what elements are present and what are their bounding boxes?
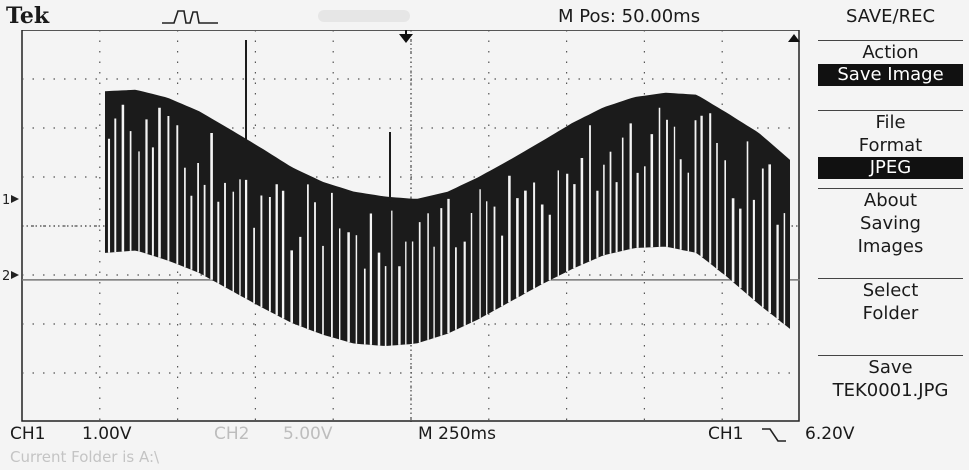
trigger-level-marker — [788, 34, 800, 42]
menu-about-saving-button[interactable]: About Saving Images — [818, 188, 963, 258]
trigger-status-icon — [162, 10, 218, 24]
menu-file-format-value: JPEG — [818, 157, 963, 179]
menu-save-button[interactable]: Save TEK0001.JPG — [818, 355, 963, 402]
brand-logo: Tek — [6, 3, 50, 29]
ch1-scale: 1.00V — [82, 424, 132, 444]
menu-save-line1: Save — [868, 357, 913, 378]
menu-about-line2: Saving — [860, 213, 921, 234]
menu-save-line2: TEK0001.JPG — [832, 380, 949, 401]
horizontal-position: M Pos: 50.00ms — [558, 6, 701, 27]
ch1-ground-marker: 1 — [2, 193, 10, 208]
ch1-label: CH1 — [10, 424, 46, 444]
top-bar: Tek M Pos: 50.00ms — [0, 0, 800, 30]
menu-select-line2: Folder — [862, 303, 919, 324]
trigger-source: CH1 — [708, 424, 744, 444]
trigger-position-marker — [399, 34, 413, 43]
ch1-ground-arrow — [11, 195, 19, 204]
menu-select-folder-button[interactable]: Select Folder — [818, 278, 963, 325]
status-bar: CH1 1.00V CH2 5.00V M 250ms CH1 6.20V — [0, 424, 969, 448]
menu-file-format-button[interactable]: File Format JPEG — [818, 110, 963, 179]
menu-about-line1: About — [863, 190, 918, 211]
trigger-level: 6.20V — [805, 424, 855, 444]
timebase: M 250ms — [418, 424, 496, 444]
ch2-ground-arrow — [11, 271, 19, 279]
menu-action-value: Save Image — [818, 64, 963, 86]
menu-format-label: Format — [858, 135, 923, 156]
menu-action-label: Action — [862, 42, 919, 63]
ch2-label: CH2 — [214, 424, 250, 444]
ch2-ground-marker: 2 — [2, 269, 10, 284]
ch2-scale: 5.00V — [283, 424, 333, 444]
menu-about-line3: Images — [857, 236, 924, 257]
noise-blob — [318, 10, 410, 22]
menu-file-label: File — [875, 112, 906, 133]
menu-select-line1: Select — [862, 280, 919, 301]
current-folder: Current Folder is A:\ — [10, 448, 160, 466]
menu-action-button[interactable]: Action Save Image — [818, 40, 963, 86]
side-menu: SAVE/REC Action Save Image File Format J… — [812, 0, 969, 422]
menu-title: SAVE/REC — [845, 6, 936, 27]
falling-edge-icon — [760, 426, 788, 449]
